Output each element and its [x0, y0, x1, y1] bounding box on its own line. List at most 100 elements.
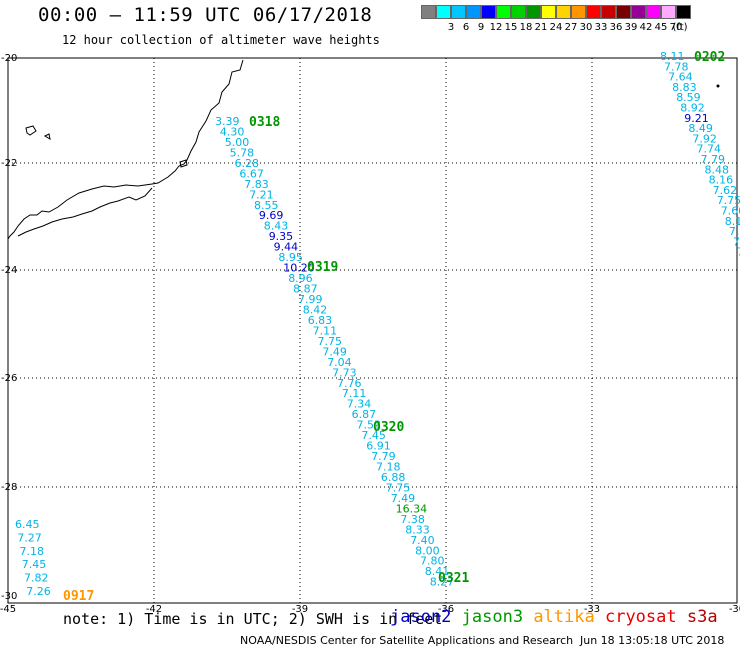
swh-label-main: 7.75: [318, 335, 343, 348]
swh-label-main: 8.96: [288, 272, 313, 285]
swh-label-main: 6.28: [235, 157, 260, 170]
colorbar-label: 24: [549, 22, 563, 33]
swh-label-main: 9.69: [259, 209, 284, 222]
colorbar-label: 12: [489, 22, 503, 33]
colorbar-label: 27: [564, 22, 578, 33]
colorbar-swatch: [541, 5, 556, 19]
swh-label-east: 8.48: [705, 163, 730, 176]
map-title: 00:00 – 11:59 UTC 06/17/2018: [38, 4, 373, 26]
swh-label-main: 7.49: [391, 492, 416, 505]
map-frame: [7, 57, 738, 604]
lat-tick-label: -28: [1, 482, 17, 493]
colorbar-label: 15: [504, 22, 518, 33]
colorbar-label: 70: [669, 22, 683, 33]
swh-label-east: 7.92: [692, 132, 717, 145]
colorbar-swatch: [556, 5, 571, 19]
swh-label-main: 7.45: [361, 429, 386, 442]
lat-tick-label: -24: [1, 265, 17, 276]
lat-tick-label: -20: [1, 53, 17, 64]
swh-label-east: 7.74: [697, 143, 722, 156]
legend-item-cryosat: cryosat: [604, 607, 687, 627]
swh-label-main: 7.21: [249, 188, 274, 201]
pass-id-label: 0917: [63, 589, 94, 604]
legend-item-jason3: jason3: [461, 607, 534, 627]
swh-label-main: 5.78: [230, 146, 255, 159]
swh-label-sw: 6.45: [15, 518, 40, 531]
lon-tick-label: -39: [292, 604, 308, 615]
pass-id-label: 0321: [438, 571, 469, 586]
swh-label-main: 7.34: [347, 398, 372, 411]
swh-label-east: 7.78: [664, 60, 689, 73]
credit-line: NOAA/NESDIS Center for Satellite Applica…: [240, 634, 574, 647]
lon-tick-label: -30: [729, 604, 740, 615]
swh-label-main: 8.42: [303, 304, 328, 317]
swh-label-main: 7.40: [410, 534, 435, 547]
colorbar-swatch: [511, 5, 526, 19]
swh-label-main: 5.00: [225, 136, 250, 149]
swh-label-main: 4.30: [220, 126, 245, 139]
lat-lon-grid: -45 -42 -39 -36 -33 -30 -20 -22 -24 -26 -28 -30: [0, 53, 740, 615]
colorbar-swatch: [421, 5, 436, 19]
coastline-brazil: [7, 59, 244, 240]
swh-label-main: 7.11: [313, 324, 338, 337]
swh-label-east: 8.49: [688, 122, 713, 135]
colorbar-swatch: [466, 5, 481, 19]
swh-label-main: 8.55: [254, 199, 279, 212]
swh-label-main: 8.43: [264, 220, 289, 233]
swh-label-main: 7.76: [337, 377, 362, 390]
pass-id-label: 0319: [307, 260, 338, 275]
swh-label-main: 8.00: [415, 544, 440, 557]
swh-label-main: 7.38: [400, 513, 425, 526]
colorbar-swatch: [586, 5, 601, 19]
colorbar-label: 18: [519, 22, 533, 33]
colorbar-swatch: [451, 5, 466, 19]
swh-label-main: 6.87: [352, 408, 377, 421]
swh-label-east: 7.60: [721, 205, 740, 218]
swh-label-sw: 7.18: [20, 545, 45, 558]
colorbar-label: 45: [654, 22, 668, 33]
swh-label-sw: 7.45: [22, 558, 47, 571]
colorbar-swatch: [676, 5, 691, 19]
colorbar-swatch: [601, 5, 616, 19]
swh-label-east: 8.83: [672, 81, 697, 94]
colorbar-swatch: [646, 5, 661, 19]
swh-label-main: 7.79: [371, 450, 396, 463]
swh-label-main: 7.99: [298, 293, 323, 306]
credit-timestamp: Jun 18 13:05:18 UTC 2018: [580, 634, 725, 647]
coastline-bay: [17, 187, 153, 237]
island-dot: [716, 84, 720, 88]
swh-label-east: 9.21: [684, 112, 709, 125]
swh-label-main: 8.95: [278, 251, 303, 264]
lat-tick-label: -26: [1, 373, 17, 384]
swh-label-east: 8.59: [676, 91, 701, 104]
footer-note: note: 1) Time is in UTC; 2) SWH is in fe…: [63, 610, 443, 628]
swh-label-main: 8.87: [293, 283, 318, 296]
colorbar-swatch: [436, 5, 451, 19]
lat-tick-label: -22: [1, 158, 17, 169]
colorbar-label: 6: [462, 22, 470, 33]
lon-tick-label: -36: [438, 604, 454, 615]
map-subtitle: 12 hour collection of altimeter wave hei…: [62, 33, 380, 47]
lon-tick-label: -33: [584, 604, 600, 615]
coastline-island-b: [25, 125, 37, 136]
swh-label-sw: 7.27: [17, 531, 42, 544]
coastline-island-c: [43, 133, 51, 141]
colorbar-label: 39: [624, 22, 638, 33]
swh-label-main: 8.27: [430, 576, 455, 589]
lon-tick-label: -45: [0, 604, 16, 615]
colorbar-label: 30: [579, 22, 593, 33]
swh-label-east: 7: [737, 246, 740, 259]
swh-label-main: 6.91: [366, 440, 391, 453]
swh-label-main: 6.83: [308, 314, 333, 327]
legend-item-s3a: s3a: [686, 607, 718, 627]
coastline: [7, 59, 720, 240]
colorbar-swatch: [631, 5, 646, 19]
swh-label-main: 3.39: [215, 115, 240, 128]
coastline-island-a: [179, 159, 188, 168]
swh-label-main: 7.73: [332, 366, 357, 379]
swh-label-east: 8.16: [709, 174, 734, 187]
colorbar-swatch: [661, 5, 676, 19]
legend-item-altika: altika: [533, 607, 605, 627]
swh-label-sw: 7.82: [24, 572, 49, 585]
